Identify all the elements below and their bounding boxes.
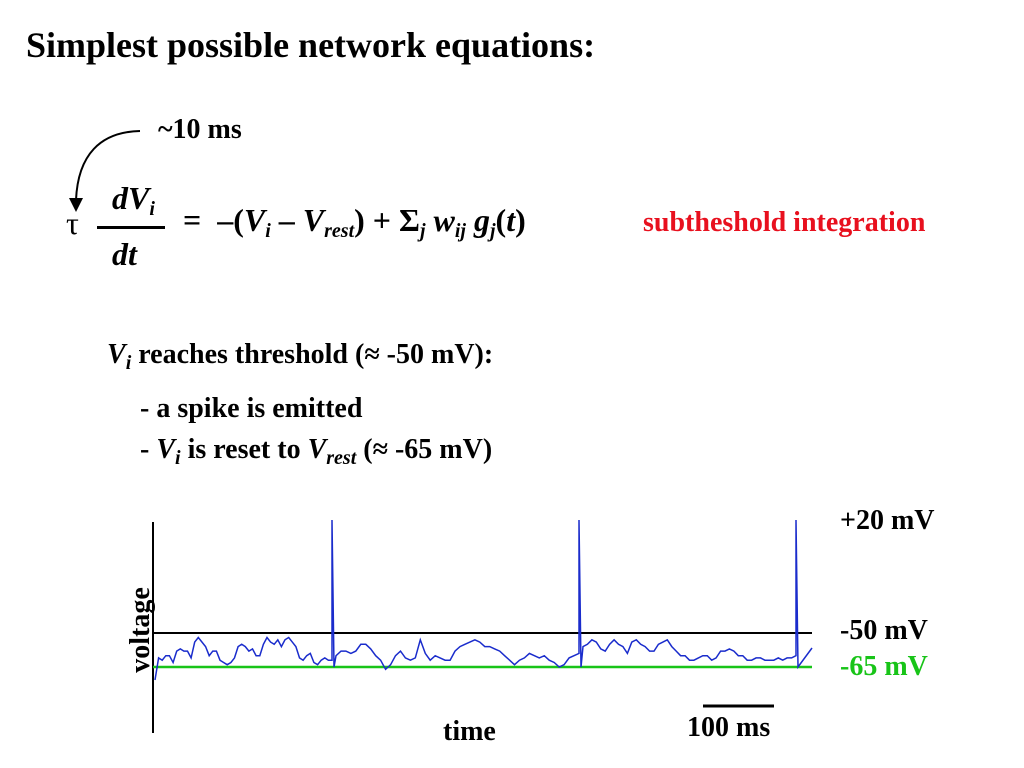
tau-arrow-curve: [75, 130, 141, 201]
slide-title: Simplest possible network equations:: [26, 25, 596, 65]
scale-bar-label: 100 ms: [687, 712, 771, 743]
subthreshold-label: subtheshold integration: [643, 207, 926, 238]
voltage-trace-line: [154, 519, 813, 681]
threshold-level-label: -50 mV: [840, 615, 928, 646]
rule-reset: - Vi is reset to Vrest (≈ -65 mV): [140, 434, 493, 469]
x-axis-label: time: [443, 716, 496, 747]
threshold-condition: Vi reaches threshold (≈ -50 mV):: [107, 339, 494, 374]
tau-symbol: τ: [66, 205, 79, 241]
tau-arrow-head: [69, 198, 83, 212]
spike-level-label: +20 mV: [840, 505, 935, 536]
y-axis-label: voltage: [125, 587, 156, 673]
fraction-numerator: dVi: [112, 180, 155, 220]
rest-level-label: -65 mV: [840, 651, 928, 682]
fraction-bar: [97, 226, 165, 229]
tau-value-label: ~10 ms: [158, 114, 242, 145]
equation-rhs: = –(Vi – Vrest) + Σj wij gj(t): [183, 202, 526, 242]
rule-spike-emitted: - a spike is emitted: [140, 393, 363, 424]
fraction-denominator: dt: [112, 236, 137, 272]
voltage-trace: [154, 519, 813, 681]
